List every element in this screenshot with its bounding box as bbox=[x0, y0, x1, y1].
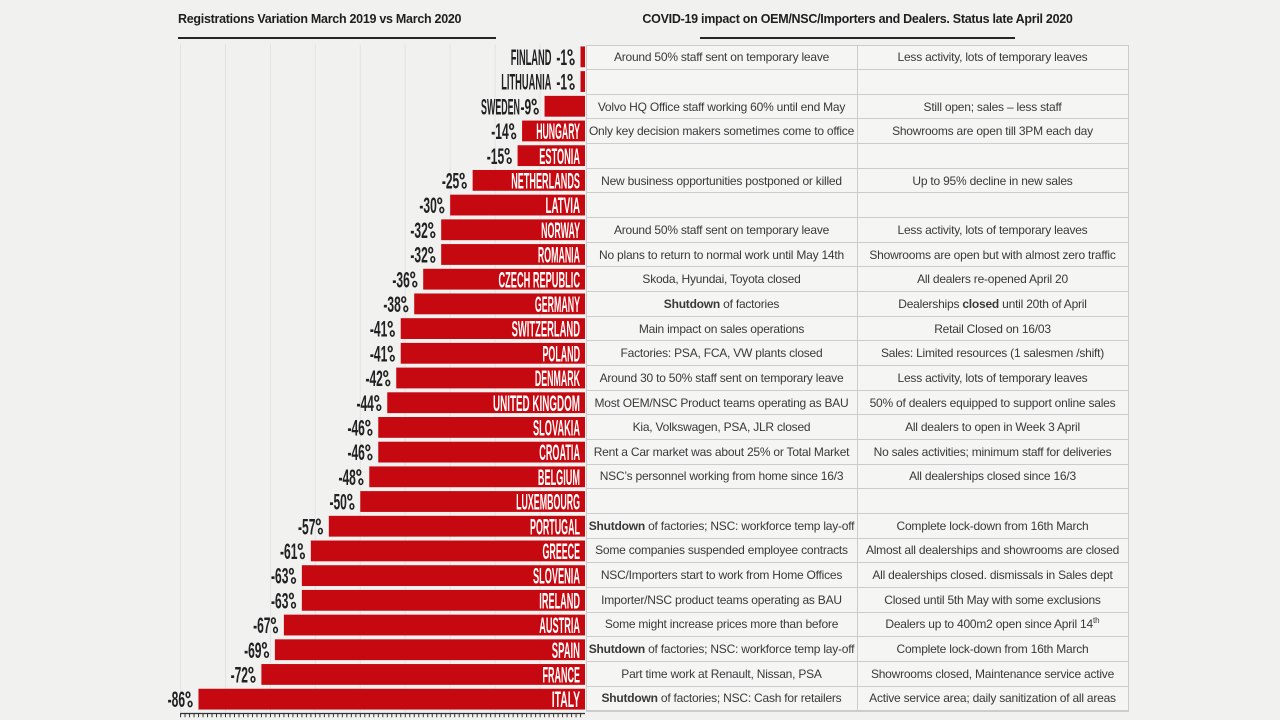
svg-text:-9: -9 bbox=[520, 94, 531, 119]
svg-text:IRELAND: IRELAND bbox=[539, 588, 580, 613]
svg-text:-1: -1 bbox=[556, 70, 567, 95]
svg-text:NETHERLANDS: NETHERLANDS bbox=[511, 168, 580, 193]
svg-text:NORWAY: NORWAY bbox=[541, 218, 580, 243]
svg-text:-14: -14 bbox=[491, 119, 509, 144]
svg-text:GERMANY: GERMANY bbox=[535, 292, 580, 317]
svg-text:-86: -86 bbox=[168, 687, 185, 712]
svg-text:-32: -32 bbox=[410, 243, 427, 268]
svg-text:-30: -30 bbox=[419, 193, 436, 218]
svg-text:-50: -50 bbox=[329, 490, 346, 515]
svg-text:ESTONIA: ESTONIA bbox=[539, 144, 580, 169]
svg-text:-38: -38 bbox=[383, 292, 400, 317]
svg-text:CZECH REPUBLIC: CZECH REPUBLIC bbox=[499, 267, 581, 292]
svg-text:-61: -61 bbox=[280, 539, 297, 564]
svg-text:SLOVENIA: SLOVENIA bbox=[533, 564, 580, 589]
svg-text:ROMANIA: ROMANIA bbox=[538, 243, 580, 268]
svg-text:-67: -67 bbox=[253, 613, 270, 638]
svg-text:SPAIN: SPAIN bbox=[552, 638, 580, 663]
svg-text:-41: -41 bbox=[370, 341, 387, 366]
svg-text:POLAND: POLAND bbox=[543, 341, 581, 366]
svg-text:-25: -25 bbox=[442, 168, 459, 193]
svg-text:-63: -63 bbox=[271, 564, 288, 589]
svg-text:LITHUANIA: LITHUANIA bbox=[501, 70, 551, 95]
svg-text:-44: -44 bbox=[356, 391, 374, 416]
svg-text:-32: -32 bbox=[410, 218, 427, 243]
svg-text:ITALY: ITALY bbox=[552, 687, 580, 712]
svg-text:-46: -46 bbox=[347, 440, 364, 465]
svg-text:UNITED KINGDOM: UNITED KINGDOM bbox=[493, 391, 580, 416]
svg-text:AUSTRIA: AUSTRIA bbox=[539, 613, 580, 638]
svg-text:SWITZERLAND: SWITZERLAND bbox=[512, 317, 580, 342]
svg-text:CROATIA: CROATIA bbox=[539, 440, 580, 465]
svg-text:-1: -1 bbox=[556, 45, 567, 70]
svg-text:-46: -46 bbox=[347, 416, 364, 441]
svg-text:LATVIA: LATVIA bbox=[546, 193, 581, 218]
svg-text:GREECE: GREECE bbox=[543, 539, 581, 564]
svg-text:PORTUGAL: PORTUGAL bbox=[530, 514, 580, 539]
svg-text:DENMARK: DENMARK bbox=[535, 366, 580, 391]
svg-text:-69: -69 bbox=[244, 638, 261, 663]
svg-text:FRANCE: FRANCE bbox=[543, 663, 581, 688]
svg-text:-42: -42 bbox=[365, 366, 382, 391]
svg-text:HUNGARY: HUNGARY bbox=[536, 119, 580, 144]
svg-text:LUXEMBOURG: LUXEMBOURG bbox=[516, 490, 580, 515]
svg-text:-48: -48 bbox=[338, 465, 355, 490]
svg-text:FINLAND: FINLAND bbox=[511, 45, 552, 70]
svg-text:SLOVAKIA: SLOVAKIA bbox=[533, 416, 580, 441]
svg-text:-63: -63 bbox=[271, 588, 288, 613]
svg-text:-36: -36 bbox=[392, 267, 409, 292]
svg-text:-15: -15 bbox=[487, 144, 504, 169]
svg-text:-41: -41 bbox=[370, 317, 387, 342]
svg-text:-57: -57 bbox=[298, 514, 315, 539]
svg-text:BELGIUM: BELGIUM bbox=[538, 465, 580, 490]
svg-text:SWEDEN: SWEDEN bbox=[481, 94, 520, 119]
svg-text:-72: -72 bbox=[231, 663, 248, 688]
